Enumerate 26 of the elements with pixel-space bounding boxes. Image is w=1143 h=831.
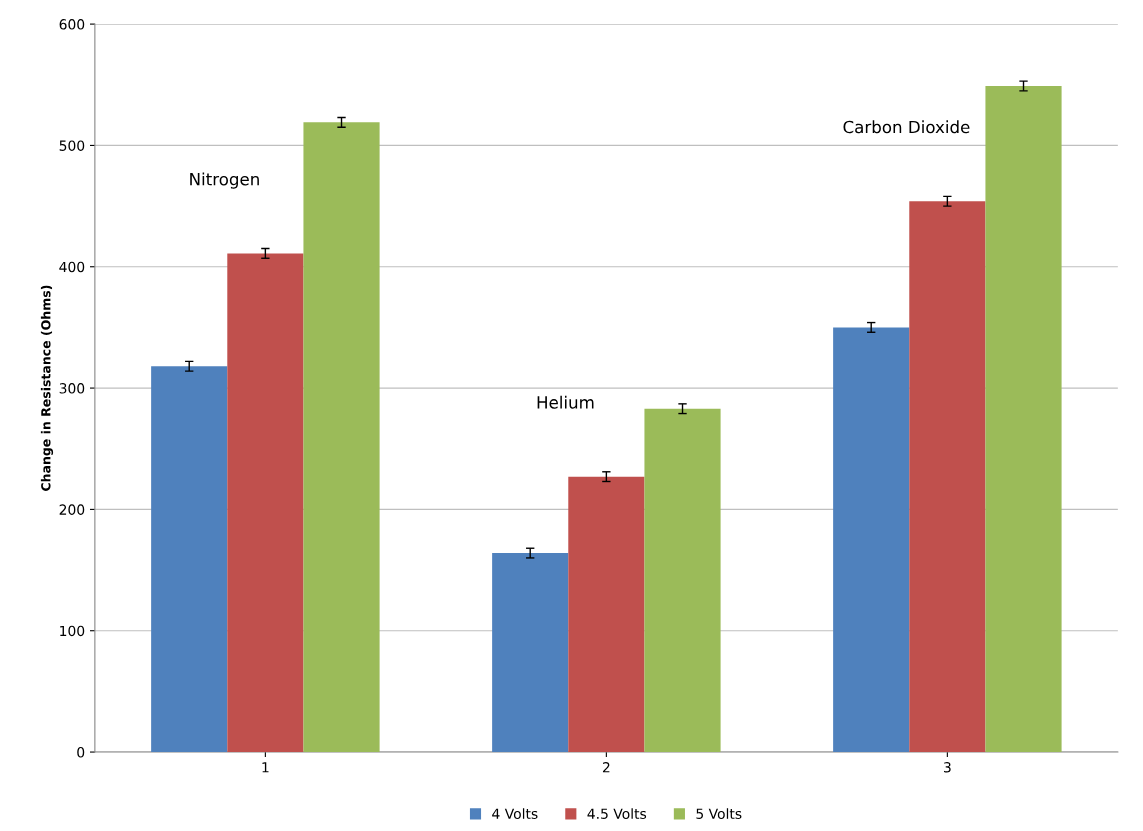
annotation: Nitrogen: [190, 172, 259, 189]
bar: [151, 366, 228, 753]
bar: [833, 327, 910, 753]
annotation: Helium: [537, 395, 594, 409]
bar: [568, 476, 645, 753]
bar: [644, 408, 721, 753]
y-tick-label: 200: [59, 504, 85, 515]
x-tick-label: 2: [602, 762, 610, 773]
bar: [492, 553, 569, 753]
y-tick-label: 600: [59, 19, 85, 30]
x-tick-label: 1: [262, 762, 269, 773]
bar: [909, 201, 986, 753]
legend-label: 4 Volts: [492, 808, 538, 819]
bar: [227, 253, 304, 753]
annotation: Carbon Dioxide: [843, 120, 970, 134]
x-tick-label: 3: [944, 762, 951, 773]
y-tick-label: 400: [59, 261, 85, 273]
bar: [303, 122, 380, 753]
y-tick-label: 100: [60, 625, 85, 637]
y-tick-label: 500: [59, 140, 85, 151]
bar: [985, 85, 1062, 753]
legend-label: 4.5 Volts: [587, 808, 647, 819]
y-axis-title: Change in Resistance (Ohms): [40, 285, 54, 491]
y-tick-label: 300: [59, 383, 85, 394]
legend-label: 5 Volts: [696, 808, 742, 819]
y-tick-label: 0: [77, 747, 85, 758]
